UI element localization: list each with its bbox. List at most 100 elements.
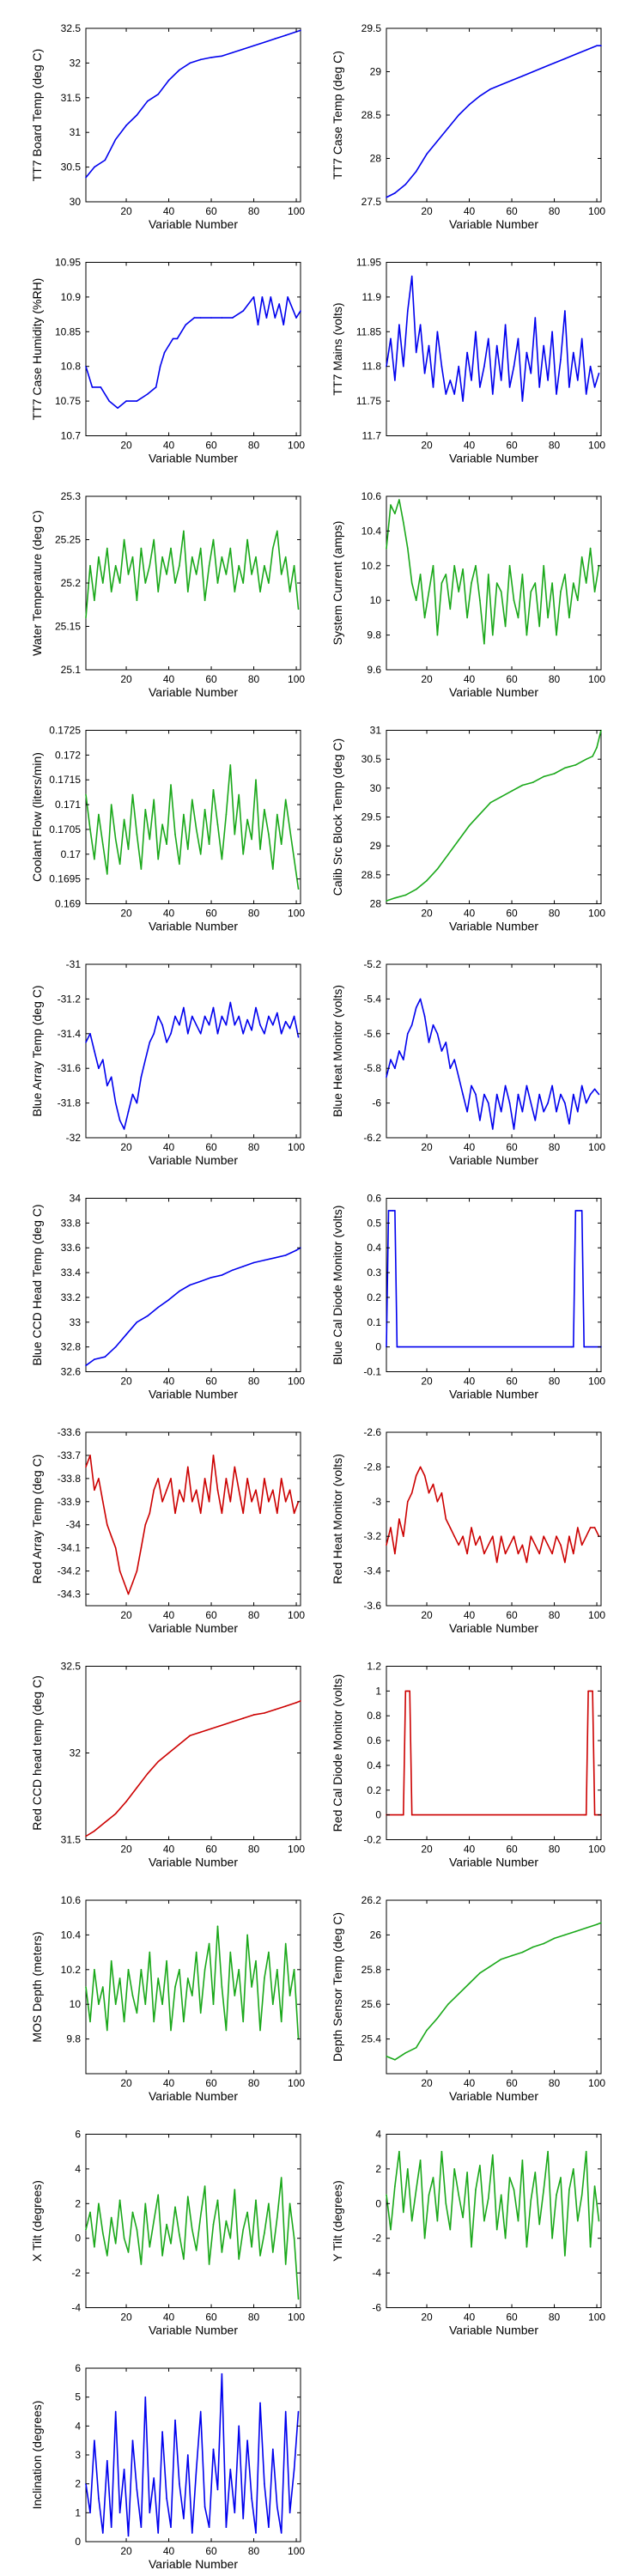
data-point xyxy=(94,1050,95,1052)
data-point xyxy=(280,2020,283,2023)
x-tick-label: 100 xyxy=(288,673,305,685)
data-point xyxy=(564,310,566,312)
data-point xyxy=(428,2194,430,2196)
data-point xyxy=(492,1535,494,1537)
data-point xyxy=(170,547,172,550)
data-point xyxy=(394,513,396,514)
data-point xyxy=(585,758,587,760)
y-tick-label: 0 xyxy=(375,1809,381,1821)
x-axis-label: Variable Number xyxy=(449,1856,538,1869)
y-tick-label: -31 xyxy=(66,958,82,970)
data-point xyxy=(114,1346,117,1348)
data-point xyxy=(174,833,176,835)
data-point xyxy=(580,1210,583,1212)
data-point xyxy=(110,804,112,805)
data-point xyxy=(118,582,121,584)
y-tick-label: 31.5 xyxy=(61,92,82,104)
x-tick-label: 80 xyxy=(549,1141,561,1153)
data-point xyxy=(216,823,219,825)
x-tick-label: 80 xyxy=(549,1609,561,1621)
x-tick-label: 20 xyxy=(120,1844,132,1856)
data-point xyxy=(538,2223,540,2226)
x-tick-label: 60 xyxy=(205,1844,217,1856)
data-point xyxy=(221,2251,223,2253)
data-point xyxy=(199,1512,202,1515)
data-point xyxy=(419,324,422,326)
data-point xyxy=(593,1527,596,1528)
data-point xyxy=(110,1535,112,1537)
data-point xyxy=(543,775,544,778)
x-axis-label: Variable Number xyxy=(149,1388,238,1401)
data-point xyxy=(276,1012,278,1014)
data-point xyxy=(268,1501,270,1503)
x-tick-label: 20 xyxy=(120,2312,132,2324)
data-point xyxy=(161,2431,163,2433)
data-point xyxy=(149,2246,151,2248)
y-tick-label: 33.8 xyxy=(61,1217,82,1229)
y-tick-label: 2 xyxy=(375,2163,381,2175)
y-tick-label: 0.17 xyxy=(61,848,82,860)
data-point xyxy=(259,1024,261,1026)
data-point xyxy=(157,1015,159,1018)
y-tick-label: 25.6 xyxy=(361,1998,382,2010)
x-tick-label: 100 xyxy=(588,673,605,685)
data-point xyxy=(242,854,245,855)
data-point xyxy=(553,1937,556,1940)
x-tick-label: 20 xyxy=(120,908,132,920)
data-point xyxy=(573,582,574,584)
data-point xyxy=(174,1512,176,1515)
x-tick-label: 80 xyxy=(248,1609,260,1621)
data-point xyxy=(289,1027,291,1030)
data-point xyxy=(283,324,285,326)
y-tick-label: 10.7 xyxy=(61,430,82,442)
data-point xyxy=(136,400,138,402)
x-tick-label: 20 xyxy=(120,2545,132,2557)
x-tick-label: 20 xyxy=(421,2312,433,2324)
y-tick-label: 11.8 xyxy=(362,361,382,373)
data-point xyxy=(208,1942,210,1945)
data-point xyxy=(426,879,428,882)
x-tick-label: 60 xyxy=(506,205,518,217)
data-point xyxy=(423,373,426,374)
data-point xyxy=(170,2029,172,2032)
chart-panel-19: 20 40 60 80 100 -4 -2 0 2 4 6 Variable Number X Tilt… xyxy=(30,2129,305,2337)
data-point xyxy=(289,2202,291,2205)
data-point xyxy=(140,1076,143,1078)
x-tick-label: 40 xyxy=(464,440,476,452)
data-point xyxy=(415,2046,417,2049)
data-point xyxy=(229,1001,232,1004)
data-point xyxy=(415,1006,417,1009)
data-point xyxy=(102,843,104,845)
data-point xyxy=(216,2199,219,2202)
data-point xyxy=(479,2165,481,2166)
data-point xyxy=(212,2448,215,2451)
data-point xyxy=(500,1535,502,1537)
data-point xyxy=(195,829,197,830)
data-point xyxy=(221,858,223,860)
data-point xyxy=(297,2298,300,2300)
x-tick-label: 20 xyxy=(421,673,433,685)
data-point xyxy=(556,393,557,395)
x-axis-label: Variable Number xyxy=(149,920,238,933)
data-point xyxy=(432,386,434,388)
data-point xyxy=(204,809,206,811)
x-tick-label: 20 xyxy=(120,2077,132,2089)
data-point xyxy=(259,1512,261,1515)
data-point xyxy=(125,400,127,402)
data-point xyxy=(238,1015,240,1018)
data-point xyxy=(204,1478,206,1479)
data-point xyxy=(508,2177,511,2178)
x-tick-label: 20 xyxy=(120,673,132,685)
data-point xyxy=(85,617,87,619)
data-point xyxy=(573,351,574,354)
data-point xyxy=(144,809,147,811)
data-point xyxy=(466,2172,468,2173)
chart-panel-20: 20 40 60 80 100 -6 -4 -2 0 2 4 Variable Number Y Til… xyxy=(331,2129,605,2337)
x-tick-label: 40 xyxy=(464,908,476,920)
data-point xyxy=(179,1290,180,1292)
data-point xyxy=(102,1059,104,1060)
data-point xyxy=(191,1501,193,1503)
data-point xyxy=(449,608,452,611)
x-axis-label: Variable Number xyxy=(449,1621,538,1635)
data-point xyxy=(403,1814,404,1816)
